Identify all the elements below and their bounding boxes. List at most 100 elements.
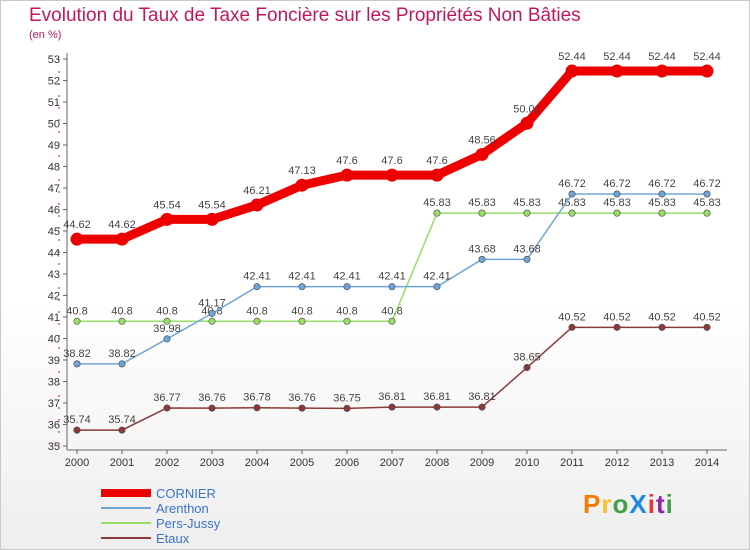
data-label-cornier: 47.6 (381, 155, 402, 167)
data-label-arenthon: 41.17 (198, 297, 226, 309)
y-tick-label: 44 (48, 248, 60, 260)
y-tick-label: 37 (48, 398, 60, 410)
data-label-cornier: 52.44 (648, 51, 676, 63)
data-point-arenthon (568, 190, 576, 198)
y-tick-label: 50 (48, 119, 60, 131)
data-label-arenthon: 42.41 (378, 271, 406, 283)
x-tick-label: 2000 (65, 457, 89, 469)
data-point-etaux (343, 404, 351, 412)
data-point-arenthon (298, 283, 306, 291)
x-tick-label: 2007 (380, 457, 404, 469)
legend-item-etaux: Etaux (101, 531, 361, 546)
chart-title: Evolution du Taux de Taxe Foncière sur l… (29, 5, 581, 26)
data-point-etaux (433, 403, 441, 411)
logo-letter: i (665, 489, 674, 519)
logo-letter: t (655, 489, 666, 519)
data-label-arenthon: 38.82 (63, 348, 91, 360)
data-label-cornier: 52.44 (603, 51, 631, 63)
legend-item-cornier: CORNIER (101, 486, 361, 501)
data-point-pers-jussy (388, 317, 396, 325)
data-label-pers-jussy: 40.8 (66, 305, 87, 317)
data-point-etaux (208, 404, 216, 412)
data-point-etaux (703, 323, 711, 331)
data-point-pers-jussy (208, 317, 216, 325)
data-point-pers-jussy (703, 209, 711, 217)
x-tick-label: 2009 (470, 457, 494, 469)
x-tick-label: 2010 (515, 457, 539, 469)
legend-label-cornier: CORNIER (156, 486, 216, 501)
data-point-arenthon (658, 190, 666, 198)
data-point-pers-jussy (568, 209, 576, 217)
y-tick-label: 39 (48, 355, 60, 367)
data-label-cornier: 52.44 (693, 51, 721, 63)
data-label-cornier: 47.13 (288, 165, 316, 177)
data-label-pers-jussy: 45.83 (468, 197, 496, 209)
y-tick-label: 53 (48, 54, 60, 66)
data-label-etaux: 40.52 (648, 311, 676, 323)
y-tick-label: 46 (48, 205, 60, 217)
data-point-arenthon (118, 360, 126, 368)
data-label-pers-jussy: 45.83 (513, 197, 541, 209)
data-label-cornier: 44.62 (108, 219, 136, 231)
data-point-cornier (295, 178, 309, 192)
data-point-pers-jussy (118, 317, 126, 325)
y-tick-label: 48 (48, 162, 60, 174)
data-point-arenthon (253, 283, 261, 291)
data-label-etaux: 36.76 (198, 392, 226, 404)
data-label-pers-jussy: 45.83 (603, 197, 631, 209)
data-label-etaux: 36.75 (333, 392, 361, 404)
logo-letter: P (583, 489, 602, 519)
data-label-etaux: 36.81 (423, 391, 451, 403)
data-point-etaux (253, 404, 261, 412)
legend-label-arenthon: Arenthon (156, 501, 209, 516)
y-tick-label: 42 (48, 291, 60, 303)
data-point-pers-jussy (253, 317, 261, 325)
series-line-etaux (76, 326, 708, 431)
legend-label-pers-jussy: Pers-Jussy (156, 516, 221, 531)
data-label-cornier: 45.54 (198, 199, 226, 211)
data-label-etaux: 35.74 (63, 414, 91, 426)
data-label-etaux: 38.65 (513, 352, 541, 364)
y-unit-label: (en %) (29, 29, 62, 41)
logo-letter: i (647, 489, 656, 519)
data-label-arenthon: 46.72 (558, 178, 586, 190)
y-tick-label: 43 (48, 269, 60, 281)
y-tick-label: 49 (48, 140, 60, 152)
proxiti-logo: ProXiti (583, 489, 674, 520)
data-label-etaux: 36.76 (288, 392, 316, 404)
x-tick-label: 2005 (290, 457, 314, 469)
data-point-pers-jussy (73, 317, 81, 325)
data-label-arenthon: 42.41 (423, 271, 451, 283)
x-tick-label: 2013 (650, 457, 674, 469)
data-point-etaux (568, 323, 576, 331)
data-point-pers-jussy (523, 209, 531, 217)
data-point-pers-jussy (433, 209, 441, 217)
data-label-arenthon: 46.72 (648, 178, 676, 190)
data-label-etaux: 36.81 (378, 391, 406, 403)
data-point-etaux (478, 403, 486, 411)
x-tick-label: 2014 (695, 457, 719, 469)
data-point-arenthon (343, 283, 351, 291)
data-label-pers-jussy: 40.8 (111, 305, 132, 317)
data-point-cornier (160, 212, 174, 226)
data-label-pers-jussy: 40.8 (246, 305, 267, 317)
data-point-cornier (700, 64, 714, 78)
x-tick-label: 2012 (605, 457, 629, 469)
data-point-etaux (658, 323, 666, 331)
data-point-pers-jussy (298, 317, 306, 325)
data-label-etaux: 40.52 (558, 311, 586, 323)
data-label-arenthon: 43.68 (468, 243, 496, 255)
x-tick-label: 2008 (425, 457, 449, 469)
logo-letter: X (629, 489, 648, 519)
data-label-pers-jussy: 40.8 (156, 305, 177, 317)
data-point-arenthon (73, 360, 81, 368)
data-point-arenthon (163, 335, 171, 343)
data-label-cornier: 48.56 (468, 134, 496, 146)
y-tick-label: 41 (48, 312, 60, 324)
x-tick-label: 2001 (110, 457, 134, 469)
data-label-cornier: 47.6 (336, 155, 357, 167)
data-label-arenthon: 46.72 (693, 178, 721, 190)
data-point-cornier (565, 64, 579, 78)
y-tick-label: 45 (48, 226, 60, 238)
